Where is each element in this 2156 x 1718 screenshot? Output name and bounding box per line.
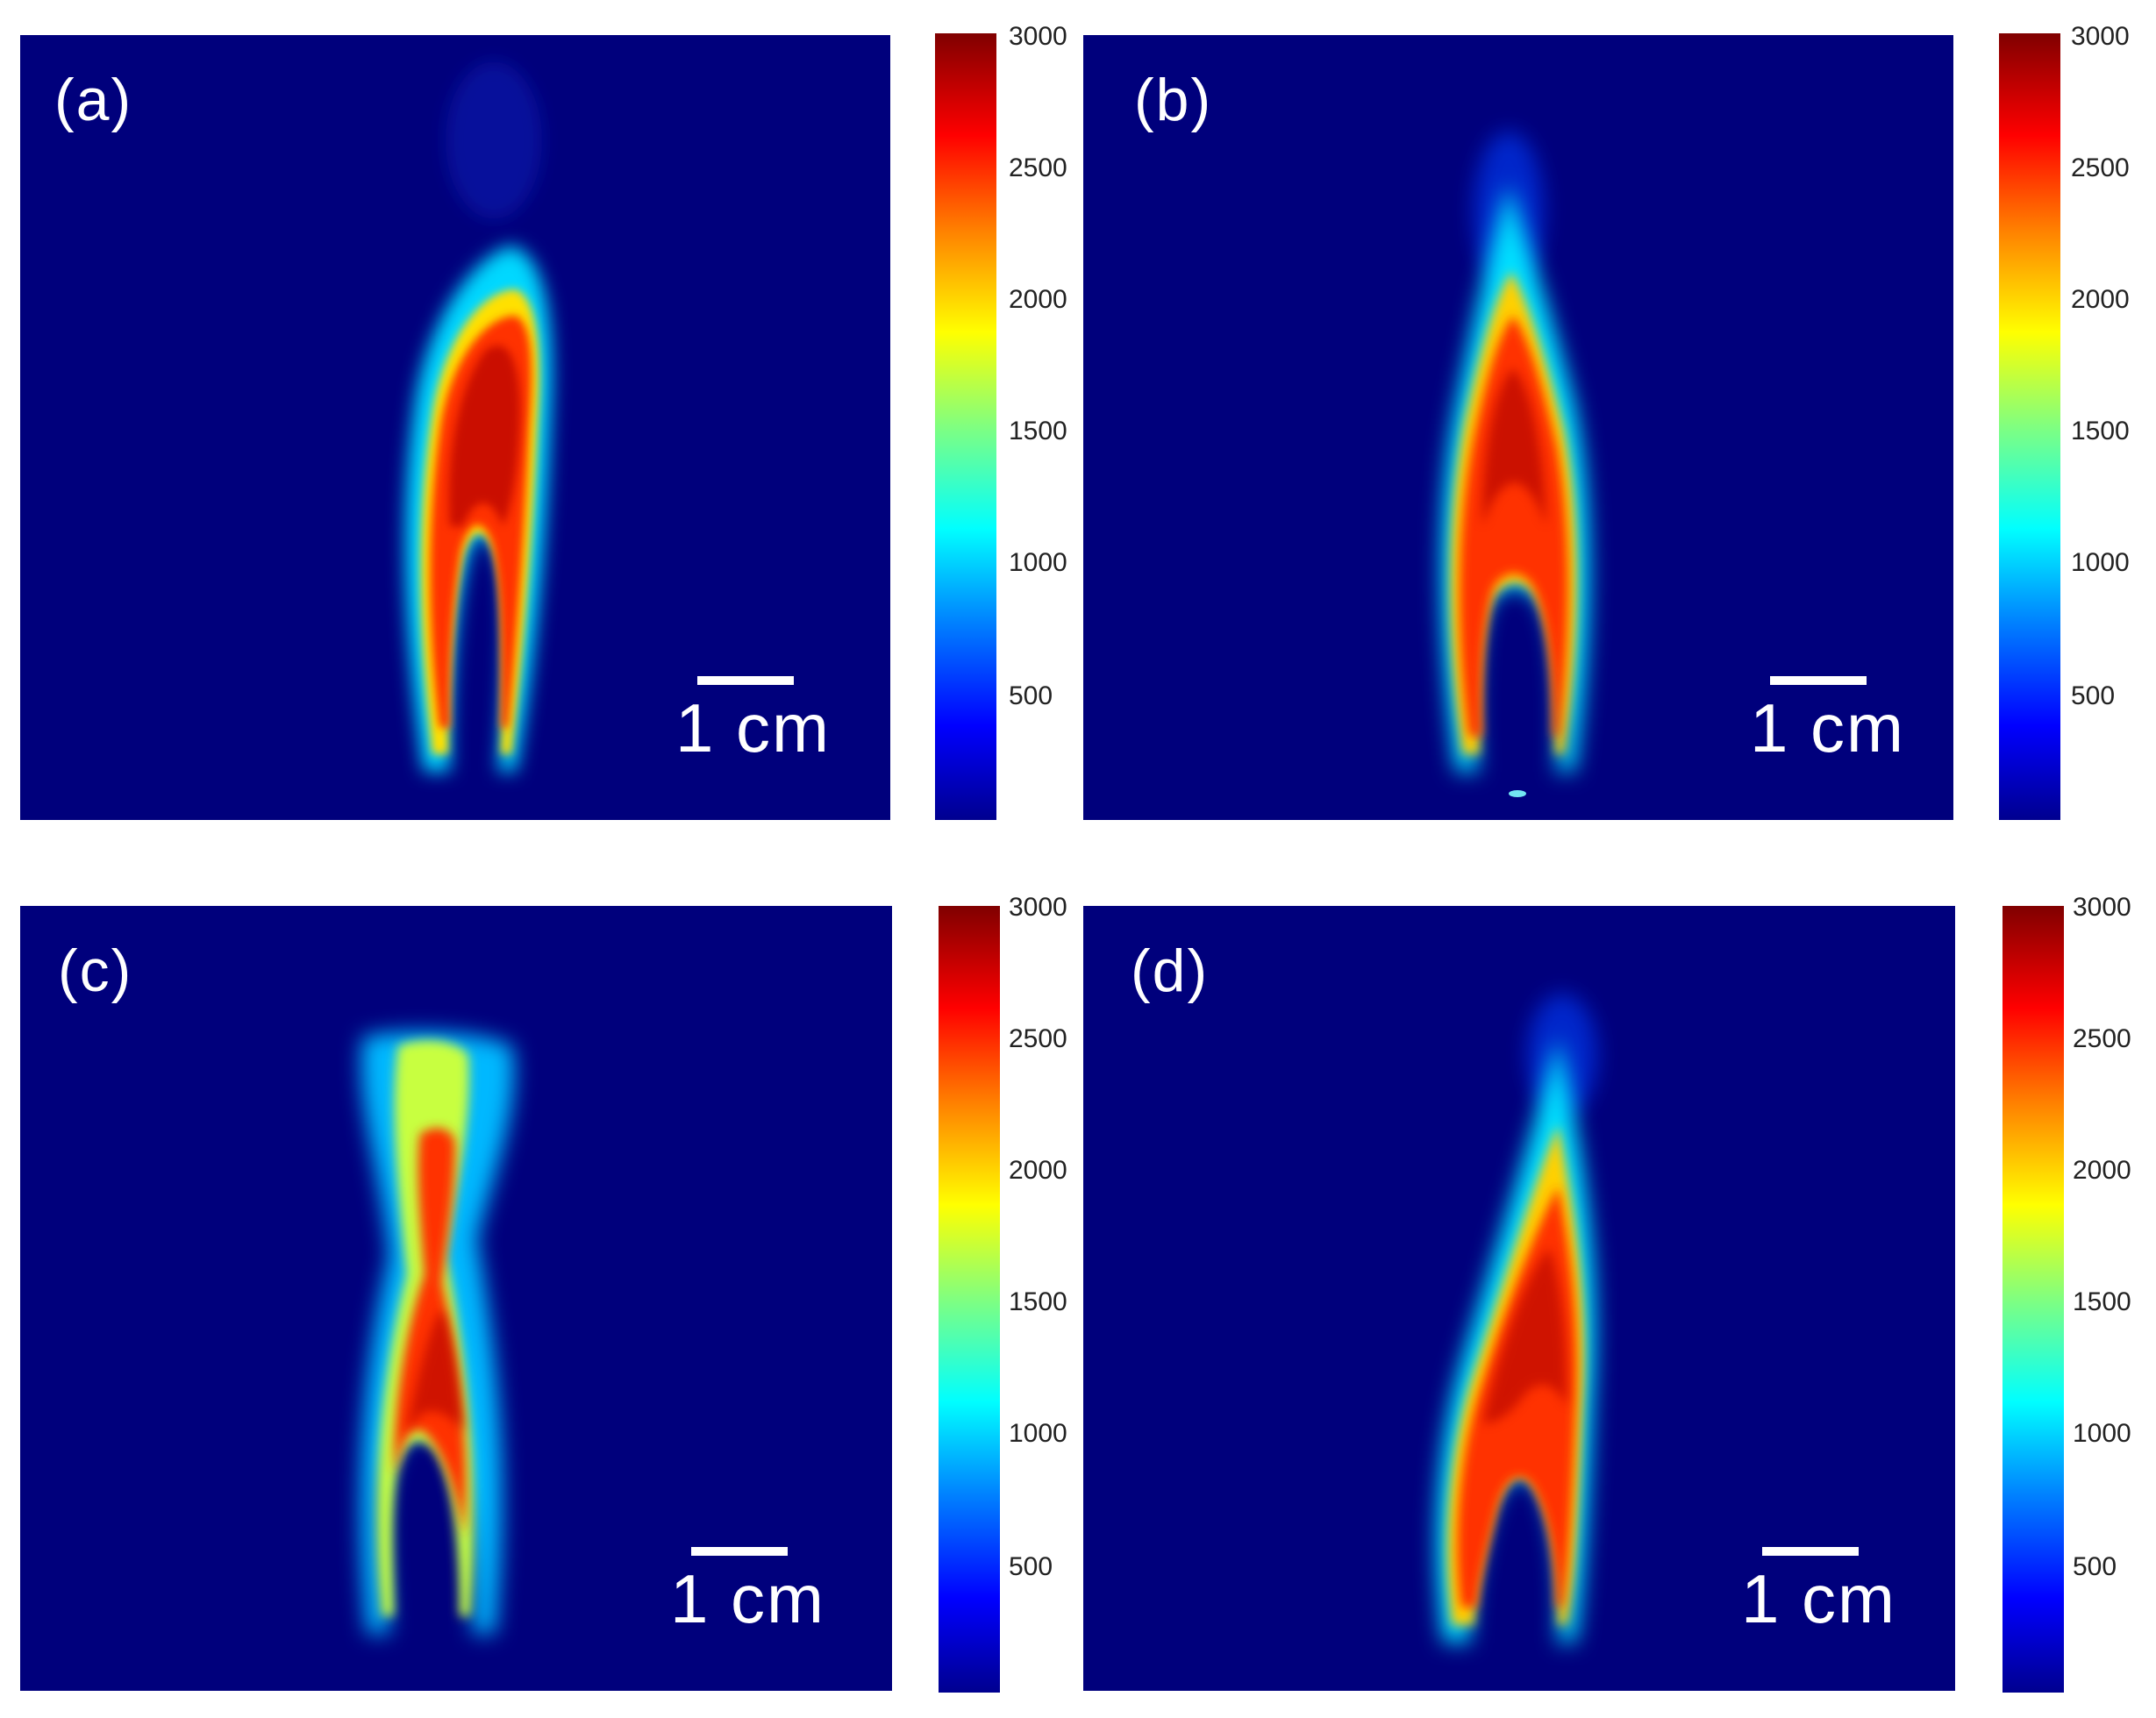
colorbar-tick-1500-b: 1500 — [2071, 417, 2130, 446]
colorbar-b — [1999, 33, 2060, 820]
scale-bar-b — [1770, 676, 1867, 685]
colorbar-tick-1500-a: 1500 — [1009, 417, 1067, 446]
colorbar-tick-3000-c: 3000 — [1009, 893, 1067, 922]
panel-label-c: (c) — [58, 937, 133, 1004]
panel-d: (d) 1 cm 3000 2500 2000 1500 1000 500 — [1064, 893, 2131, 1693]
colorbar-tick-2000-b: 2000 — [2071, 285, 2130, 314]
flame-image-c — [20, 906, 892, 1691]
panel-a: (a) 1 cm 3000 2500 2000 1500 1000 500 — [0, 22, 1067, 820]
flame-image-a — [20, 35, 890, 820]
colorbar-tick-2000-c: 2000 — [1009, 1156, 1067, 1185]
scale-bar-label-d: 1 cm — [1741, 1560, 1897, 1637]
scale-bar-c — [691, 1547, 788, 1556]
panel-label-b: (b) — [1134, 67, 1213, 133]
colorbar-tick-500-b: 500 — [2071, 681, 2116, 710]
panel-label-a: (a) — [54, 67, 133, 133]
panel-label-d: (d) — [1131, 937, 1210, 1004]
colorbar-tick-2500-d: 2500 — [2073, 1024, 2131, 1053]
colorbar-tick-2500-c: 2500 — [1009, 1024, 1067, 1053]
colorbar-tick-3000-d: 3000 — [2073, 893, 2131, 922]
colorbar-tick-2000-a: 2000 — [1009, 285, 1067, 314]
colorbar-tick-1000-a: 1000 — [1009, 548, 1067, 577]
scale-bar-a — [697, 676, 794, 685]
scale-bar-label-b: 1 cm — [1750, 689, 1906, 766]
colorbar-tick-500-a: 500 — [1009, 681, 1053, 710]
colorbar-d — [2003, 906, 2064, 1693]
flame-a — [405, 61, 553, 772]
colorbar-tick-3000-b: 3000 — [2071, 22, 2130, 51]
colorbar-tick-1000-c: 1000 — [1009, 1419, 1067, 1448]
colorbar-tick-1000-b: 1000 — [2071, 548, 2130, 577]
flame-b — [1441, 132, 1589, 797]
colorbar-tick-1500-c: 1500 — [1009, 1287, 1067, 1316]
colorbar-tick-2000-d: 2000 — [2073, 1156, 2131, 1185]
colorbar-tick-1500-d: 1500 — [2073, 1287, 2131, 1316]
scale-bar-label-a: 1 cm — [675, 689, 832, 766]
flame-image-d — [1083, 906, 1955, 1691]
colorbar-a — [935, 33, 996, 820]
panel-b: (b) 1 cm 3000 2500 2000 1500 1000 500 — [1064, 22, 2130, 820]
colorbar-c — [939, 906, 1000, 1693]
colorbar-tick-2500-a: 2500 — [1009, 153, 1067, 182]
flame-d — [1436, 994, 1598, 1643]
flame-image-b — [1083, 35, 1953, 820]
scale-bar-d — [1762, 1547, 1859, 1556]
flame-c — [360, 1031, 515, 1634]
colorbar-tick-1000-d: 1000 — [2073, 1419, 2131, 1448]
panel-c: (c) 1 cm 3000 2500 2000 1500 1000 500 — [0, 893, 1067, 1693]
colorbar-tick-3000-a: 3000 — [1009, 22, 1067, 51]
colorbar-tick-500-d: 500 — [2073, 1552, 2117, 1581]
colorbar-tick-2500-b: 2500 — [2071, 153, 2130, 182]
scale-bar-label-c: 1 cm — [670, 1560, 826, 1637]
colorbar-tick-500-c: 500 — [1009, 1552, 1053, 1581]
